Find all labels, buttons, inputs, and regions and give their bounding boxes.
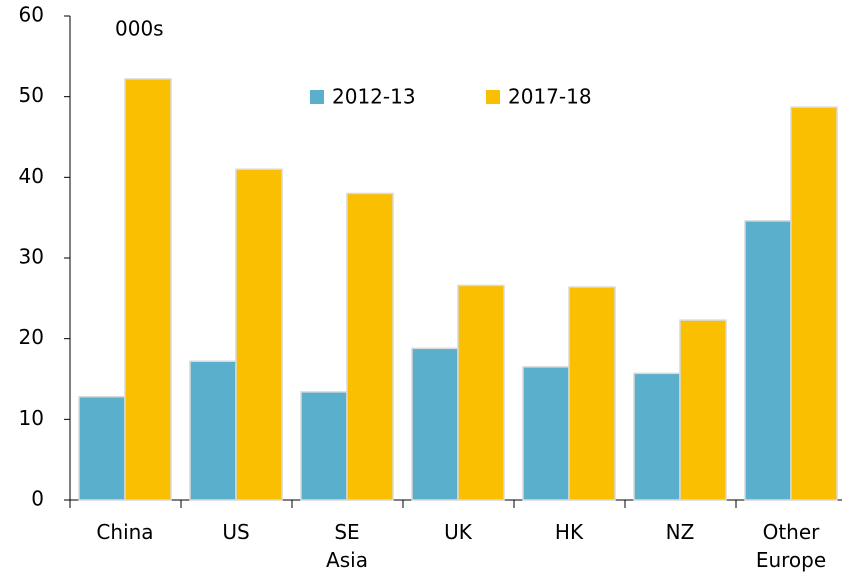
y-tick-label: 60: [19, 3, 44, 27]
legend-label: 2012-13: [332, 85, 416, 109]
x-tick-label: UK: [444, 520, 472, 544]
x-tick-label: SE Asia: [326, 520, 368, 572]
bar: [522, 366, 570, 501]
bar: [189, 360, 237, 501]
x-tick-label: US: [222, 520, 250, 544]
legend-swatch: [486, 90, 500, 104]
bar: [679, 319, 727, 501]
y-tick-label: 40: [19, 164, 44, 188]
x-tick-label: NZ: [665, 520, 695, 544]
bar: [235, 168, 283, 501]
x-tick-label: Other Europe: [755, 520, 827, 572]
bar: [744, 220, 792, 501]
bar: [300, 391, 348, 501]
y-tick-label: 50: [19, 83, 44, 107]
bar: [457, 284, 505, 501]
legend-swatch: [310, 90, 324, 104]
x-tick-label: HK: [554, 520, 584, 544]
bar: [78, 395, 126, 501]
y-tick-label: 10: [19, 406, 44, 430]
bar: [633, 372, 681, 501]
x-tick-label: China: [96, 520, 154, 544]
bar: [346, 192, 394, 501]
y-tick-label: 0: [31, 487, 44, 511]
y-tick-label: 20: [19, 325, 44, 349]
y-tick-label: 30: [19, 245, 44, 269]
legend-label: 2017-18: [508, 85, 592, 109]
bar: [411, 347, 459, 501]
bar: [124, 78, 172, 501]
annotation: 000s: [115, 17, 164, 41]
bar: [568, 286, 616, 501]
bar: [790, 106, 838, 501]
